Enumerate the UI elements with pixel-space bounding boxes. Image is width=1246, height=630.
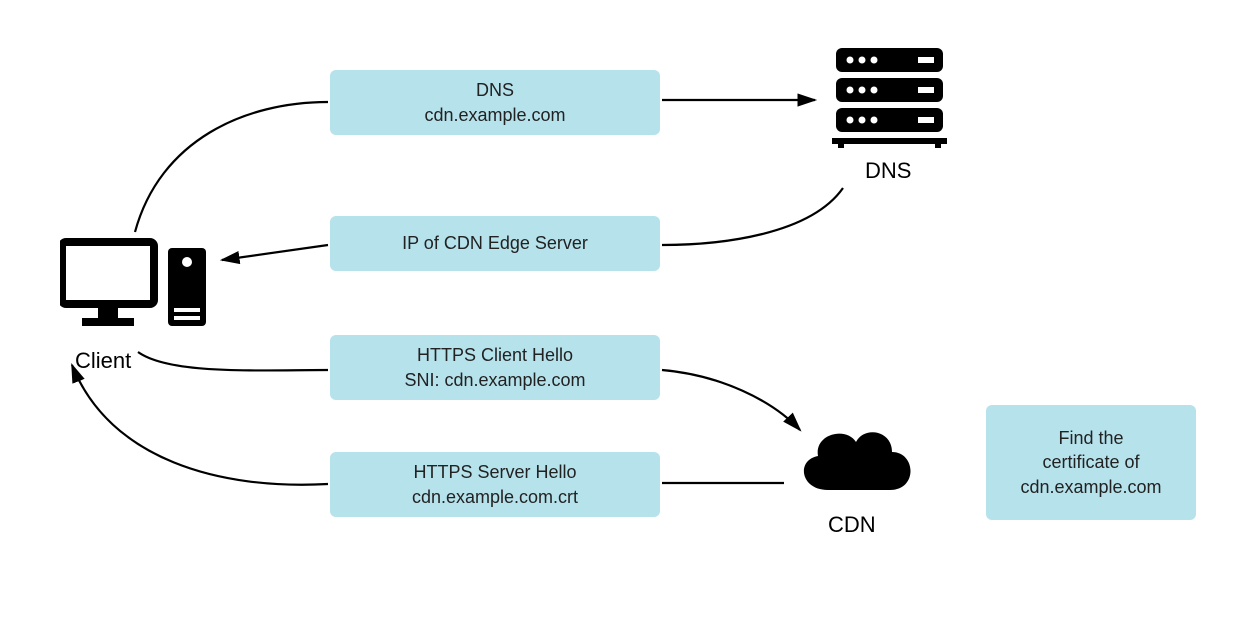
connector xyxy=(135,102,328,232)
client-label: Client xyxy=(75,348,131,374)
client-icon xyxy=(60,236,210,331)
connector xyxy=(72,365,328,485)
server-hello-line1: HTTPS Server Hello xyxy=(413,460,576,484)
dns-response-line1: IP of CDN Edge Server xyxy=(402,231,588,255)
connector xyxy=(662,370,800,430)
dns-server-icon xyxy=(832,48,947,148)
client-hello-line2: SNI: cdn.example.com xyxy=(404,368,585,392)
dns-query-line1: DNS xyxy=(476,78,514,102)
client-hello-box: HTTPS Client Hello SNI: cdn.example.com xyxy=(330,335,660,400)
dns-query-box: DNS cdn.example.com xyxy=(330,70,660,135)
server-hello-line2: cdn.example.com.crt xyxy=(412,485,578,509)
cdn-label: CDN xyxy=(828,512,876,538)
connector xyxy=(138,352,328,370)
cdn-label-text: CDN xyxy=(828,512,876,537)
find-cert-line2: certificate of xyxy=(1042,450,1139,474)
connector xyxy=(662,188,843,245)
dns-label: DNS xyxy=(865,158,911,184)
dns-label-text: DNS xyxy=(865,158,911,183)
find-cert-line3: cdn.example.com xyxy=(1020,475,1161,499)
dns-response-box: IP of CDN Edge Server xyxy=(330,216,660,271)
cdn-cloud-icon xyxy=(790,420,920,503)
client-label-text: Client xyxy=(75,348,131,373)
server-hello-box: HTTPS Server Hello cdn.example.com.crt xyxy=(330,452,660,517)
find-cert-box: Find the certificate of cdn.example.com xyxy=(986,405,1196,520)
client-hello-line1: HTTPS Client Hello xyxy=(417,343,573,367)
find-cert-line1: Find the xyxy=(1058,426,1123,450)
dns-query-line2: cdn.example.com xyxy=(424,103,565,127)
connector xyxy=(222,245,328,260)
